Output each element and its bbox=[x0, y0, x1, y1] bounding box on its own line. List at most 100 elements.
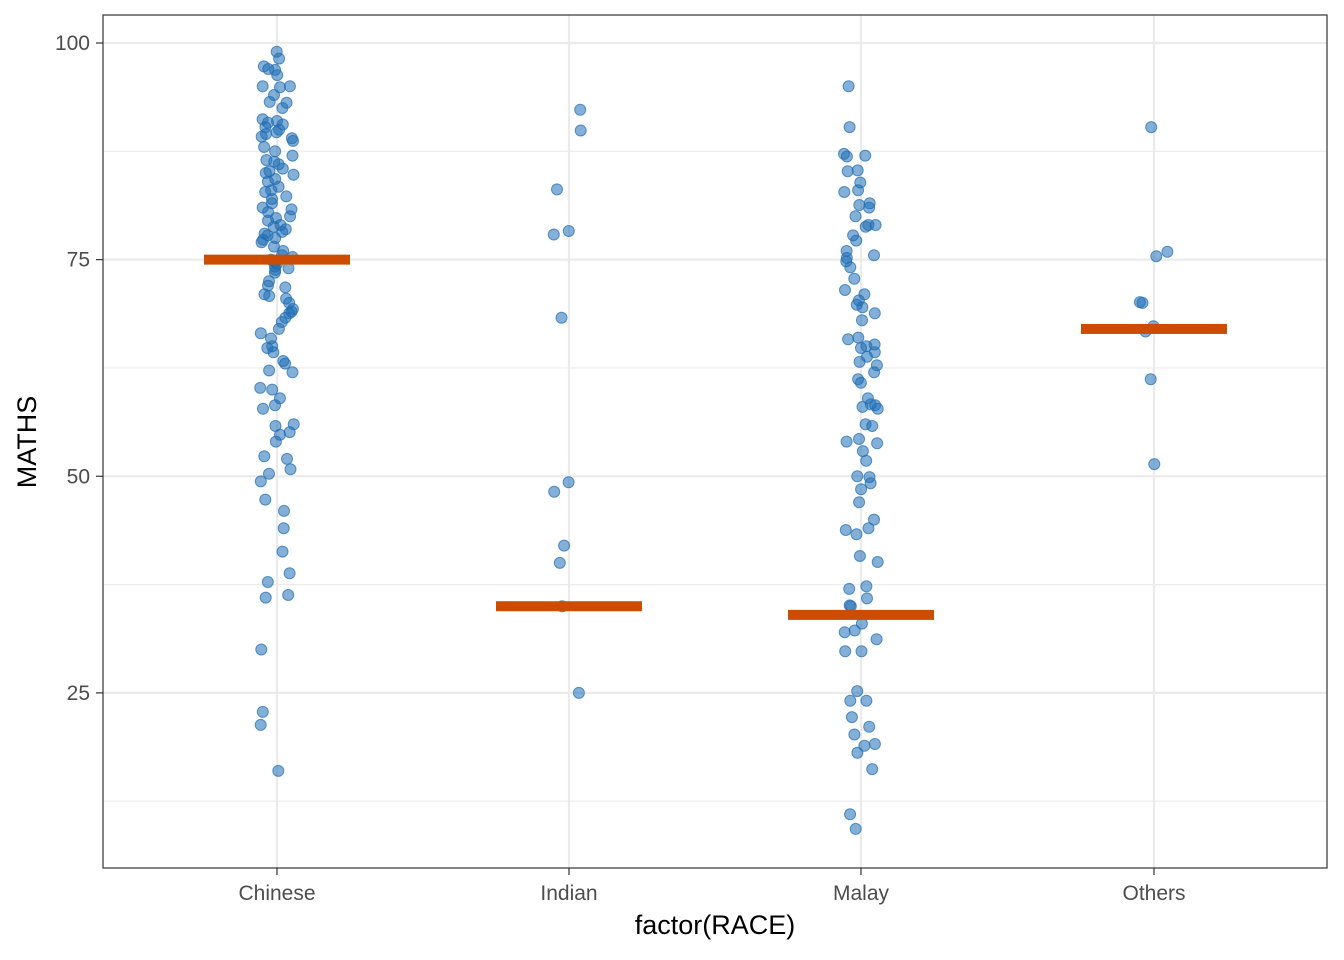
data-point bbox=[270, 126, 283, 139]
data-point bbox=[853, 433, 865, 445]
data-point bbox=[866, 420, 879, 432]
data-point bbox=[856, 301, 869, 314]
data-point bbox=[848, 728, 861, 741]
data-point bbox=[272, 322, 285, 335]
data-point bbox=[574, 103, 587, 116]
data-point bbox=[853, 355, 866, 368]
data-point bbox=[868, 738, 881, 750]
data-point bbox=[284, 210, 297, 223]
data-point bbox=[1136, 296, 1149, 309]
data-point bbox=[868, 307, 881, 320]
data-point bbox=[855, 483, 868, 496]
data-point bbox=[849, 210, 862, 223]
data-point bbox=[269, 145, 282, 158]
data-point bbox=[572, 686, 585, 699]
data-point bbox=[843, 582, 856, 595]
data-point bbox=[848, 272, 861, 285]
x-tick-label: Others bbox=[1122, 882, 1185, 905]
data-point bbox=[844, 694, 857, 707]
data-point bbox=[551, 183, 563, 196]
data-point bbox=[1148, 458, 1161, 471]
data-point bbox=[852, 184, 865, 197]
data-point bbox=[863, 720, 876, 733]
data-point bbox=[839, 645, 852, 658]
data-point bbox=[860, 454, 873, 467]
data-point bbox=[284, 463, 297, 476]
data-point bbox=[859, 149, 872, 162]
data-point bbox=[279, 281, 292, 294]
data-point bbox=[870, 633, 883, 646]
data-point bbox=[268, 266, 281, 279]
data-point bbox=[276, 102, 289, 114]
data-point bbox=[853, 550, 866, 562]
plot-panel bbox=[103, 15, 1327, 868]
panel-border bbox=[102, 14, 1328, 869]
data-point bbox=[276, 545, 289, 558]
data-point bbox=[838, 626, 851, 639]
data-points bbox=[254, 45, 1174, 835]
y-tick-label: 100 bbox=[55, 32, 90, 55]
data-point bbox=[263, 467, 275, 480]
data-point bbox=[558, 539, 571, 552]
data-point bbox=[866, 763, 879, 776]
data-point bbox=[283, 567, 296, 580]
data-point bbox=[278, 504, 290, 517]
data-point bbox=[279, 357, 292, 370]
data-point bbox=[547, 228, 560, 241]
data-point bbox=[859, 220, 872, 233]
data-point bbox=[263, 290, 276, 302]
data-point bbox=[844, 261, 857, 274]
data-point bbox=[256, 80, 269, 93]
data-point bbox=[269, 399, 281, 412]
data-point bbox=[274, 81, 286, 94]
x-tick-label: Malay bbox=[833, 882, 890, 905]
data-point bbox=[257, 402, 269, 415]
data-point bbox=[254, 381, 267, 394]
median-bar bbox=[204, 254, 350, 265]
data-point bbox=[839, 284, 851, 296]
data-point bbox=[1150, 250, 1163, 263]
y-tick-label: 75 bbox=[67, 249, 90, 272]
data-point bbox=[287, 168, 300, 181]
data-point bbox=[281, 452, 293, 465]
data-point bbox=[839, 524, 852, 536]
data-point bbox=[841, 165, 854, 178]
data-point bbox=[269, 435, 282, 448]
data-point bbox=[256, 705, 269, 718]
data-point bbox=[851, 470, 864, 483]
data-point bbox=[853, 199, 866, 211]
data-point bbox=[1161, 245, 1174, 258]
data-point bbox=[272, 764, 285, 777]
y-axis: 25 50 75 100 bbox=[55, 32, 103, 705]
data-point bbox=[258, 141, 271, 153]
data-point bbox=[868, 249, 880, 262]
data-point bbox=[850, 528, 863, 541]
median-bar bbox=[1081, 323, 1227, 334]
data-point bbox=[286, 149, 299, 162]
data-point bbox=[259, 591, 272, 604]
data-point bbox=[255, 130, 268, 143]
data-point bbox=[864, 477, 877, 490]
y-axis-title: MATHS bbox=[12, 396, 42, 489]
x-axis-title: factor(RACE) bbox=[635, 910, 796, 940]
minor-gridlines bbox=[103, 150, 1327, 802]
data-point bbox=[860, 580, 873, 593]
data-point bbox=[851, 164, 864, 177]
data-point bbox=[263, 95, 276, 108]
y-tick-label: 25 bbox=[67, 682, 90, 705]
data-point bbox=[858, 739, 871, 752]
data-point bbox=[851, 746, 864, 759]
data-point bbox=[840, 150, 853, 163]
data-point bbox=[266, 383, 279, 396]
data-point bbox=[259, 493, 272, 506]
data-point bbox=[1145, 121, 1158, 134]
data-point bbox=[856, 314, 868, 327]
data-point bbox=[842, 80, 855, 93]
data-point bbox=[254, 718, 267, 731]
data-point bbox=[562, 476, 575, 489]
data-point bbox=[267, 346, 280, 359]
data-point bbox=[868, 366, 881, 379]
data-point bbox=[287, 134, 299, 147]
data-point bbox=[273, 52, 286, 65]
x-axis: Chinese Indian Malay Others bbox=[238, 868, 1186, 905]
